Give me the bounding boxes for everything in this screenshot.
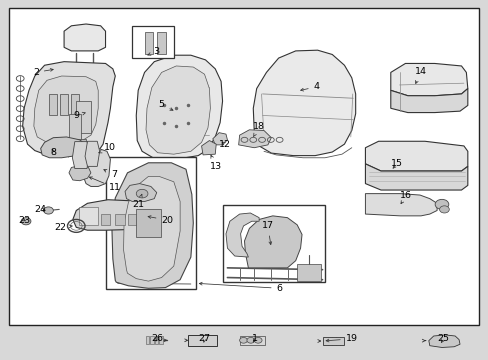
Text: 19: 19 <box>325 334 357 343</box>
Polygon shape <box>365 194 436 216</box>
Bar <box>101 215 110 225</box>
Bar <box>76 101 91 134</box>
Bar <box>132 26 173 58</box>
Polygon shape <box>244 216 302 268</box>
Polygon shape <box>136 55 222 159</box>
Text: 8: 8 <box>50 148 56 157</box>
Polygon shape <box>253 50 355 156</box>
Bar <box>105 157 195 289</box>
Text: 2: 2 <box>33 68 53 77</box>
Text: 21: 21 <box>132 194 144 209</box>
Text: 1: 1 <box>252 334 258 343</box>
Polygon shape <box>225 213 259 257</box>
Text: 23: 23 <box>18 216 30 225</box>
Bar <box>144 32 153 54</box>
Polygon shape <box>64 24 105 51</box>
Bar <box>297 264 320 281</box>
Polygon shape <box>34 76 98 143</box>
Bar <box>155 336 158 344</box>
Bar <box>146 336 149 344</box>
Polygon shape <box>365 141 467 171</box>
Text: 22: 22 <box>54 223 72 232</box>
Bar <box>71 94 79 116</box>
Circle shape <box>136 189 148 198</box>
Bar <box>136 209 160 237</box>
Polygon shape <box>390 89 467 113</box>
Polygon shape <box>73 200 172 230</box>
Text: 7: 7 <box>103 170 117 179</box>
Text: 6: 6 <box>199 282 282 293</box>
Text: 3: 3 <box>147 47 160 56</box>
Polygon shape <box>365 164 467 190</box>
Circle shape <box>254 337 262 343</box>
Circle shape <box>434 199 448 210</box>
Bar <box>66 139 86 148</box>
Text: 9: 9 <box>73 111 85 120</box>
Polygon shape <box>428 335 459 347</box>
Bar <box>115 215 125 225</box>
Text: 15: 15 <box>390 159 402 168</box>
Bar <box>141 215 151 225</box>
Text: 4: 4 <box>300 82 319 91</box>
Bar <box>159 336 162 344</box>
Text: 27: 27 <box>198 334 210 343</box>
Bar <box>157 32 165 54</box>
Text: 25: 25 <box>437 334 448 343</box>
Text: 26: 26 <box>151 334 163 343</box>
Text: 10: 10 <box>99 143 116 153</box>
Polygon shape <box>238 130 271 148</box>
Bar <box>322 337 344 345</box>
Bar <box>239 336 264 345</box>
Polygon shape <box>146 66 210 154</box>
Text: 5: 5 <box>158 100 173 110</box>
Bar <box>69 114 81 142</box>
Polygon shape <box>22 62 115 156</box>
Text: 16: 16 <box>400 190 411 204</box>
Polygon shape <box>125 184 157 202</box>
Circle shape <box>43 207 53 214</box>
Circle shape <box>239 337 247 343</box>
Bar <box>128 215 138 225</box>
Polygon shape <box>69 166 91 181</box>
Polygon shape <box>82 148 110 186</box>
Text: 11: 11 <box>89 177 121 192</box>
Text: 12: 12 <box>219 140 230 149</box>
Polygon shape <box>212 133 227 145</box>
Bar <box>222 205 325 282</box>
Polygon shape <box>123 176 180 281</box>
Text: 18: 18 <box>253 122 264 137</box>
Circle shape <box>246 337 254 343</box>
Bar <box>79 207 98 225</box>
Polygon shape <box>112 163 193 288</box>
Circle shape <box>439 206 448 213</box>
Bar <box>9 8 478 325</box>
Polygon shape <box>85 141 100 166</box>
Polygon shape <box>72 141 89 168</box>
Polygon shape <box>390 63 467 96</box>
Polygon shape <box>201 140 216 155</box>
Text: 20: 20 <box>148 216 173 225</box>
Text: 13: 13 <box>210 155 222 171</box>
Bar <box>188 335 216 346</box>
Bar <box>150 336 154 344</box>
Text: 17: 17 <box>262 221 273 244</box>
Circle shape <box>21 218 31 225</box>
Bar <box>49 94 57 116</box>
Bar <box>60 94 68 116</box>
Polygon shape <box>41 137 86 158</box>
Text: 14: 14 <box>414 67 426 84</box>
Text: 24: 24 <box>35 205 46 214</box>
